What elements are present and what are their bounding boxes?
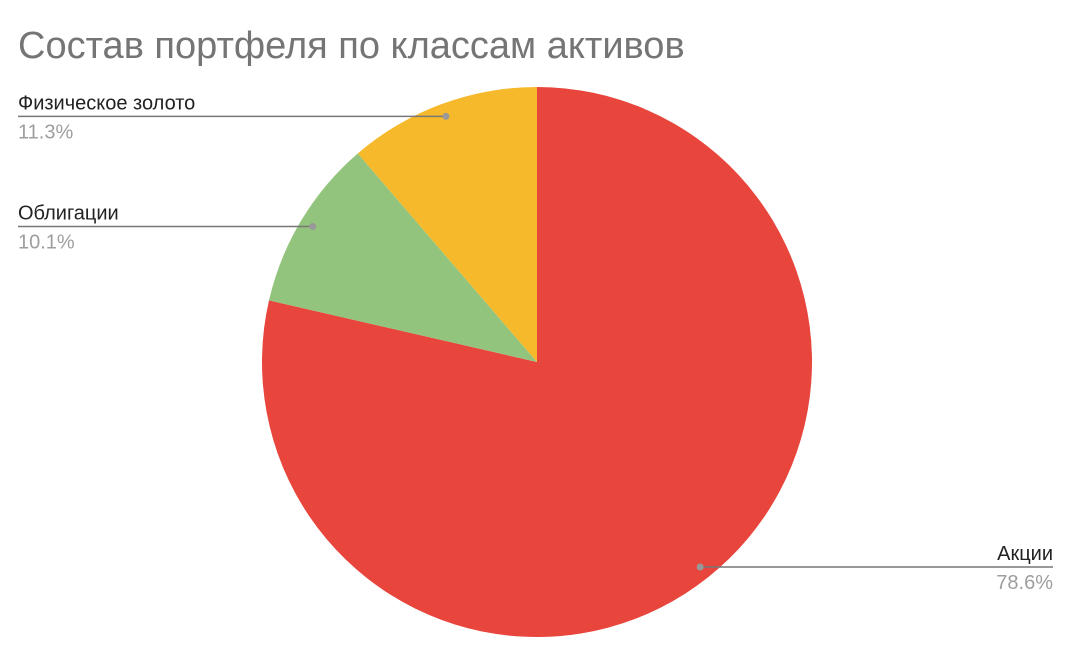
slice-label: Физическое золото [18, 92, 195, 114]
pie-slice [269, 153, 537, 362]
leader-dot [696, 563, 704, 571]
leader-dot [442, 112, 450, 120]
slice-label: Облигации [18, 203, 119, 225]
slice-value: 78.6% [996, 572, 1053, 594]
pie-slice [357, 87, 537, 362]
slice-value: 10.1% [18, 232, 75, 254]
chart-title: Состав портфеля по классам активов [18, 25, 685, 67]
leader-dot [309, 223, 317, 231]
slice-label: Акции [997, 543, 1053, 565]
pie-slice [262, 87, 813, 637]
slice-value: 11.3% [18, 121, 73, 143]
